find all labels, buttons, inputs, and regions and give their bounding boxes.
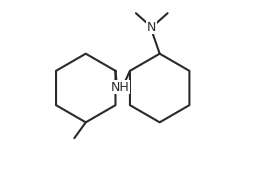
Text: N: N (147, 21, 156, 34)
Text: NH: NH (111, 81, 130, 94)
